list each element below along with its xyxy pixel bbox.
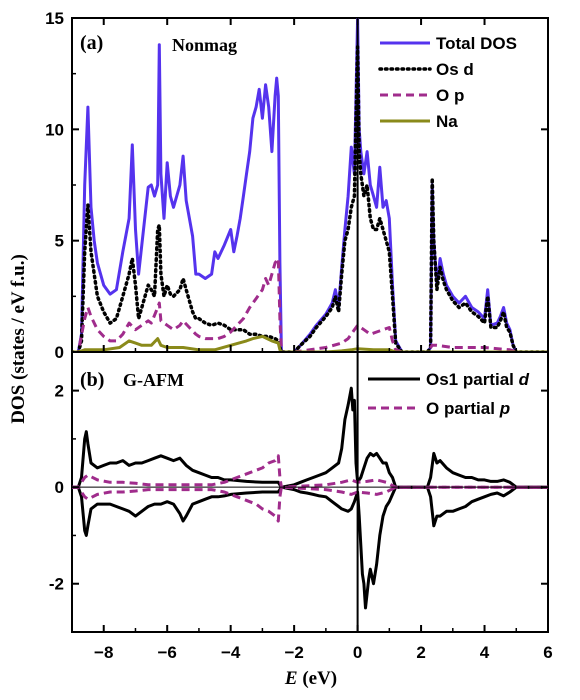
series-b-o-partial-p-up	[72, 454, 548, 489]
legend-label-os1-partial-d: Os1 partial d	[426, 370, 530, 389]
panel-a-annotation: Nonmag	[172, 35, 237, 55]
y-tick-label-b: 0	[55, 478, 64, 497]
series-a-o-p	[72, 257, 548, 352]
legend-label-o-partial-p: O partial p	[426, 399, 510, 418]
x-tick-label: 6	[543, 643, 552, 662]
y-tick-label-a: 0	[55, 343, 64, 362]
y-tick-label-a: 5	[55, 232, 64, 251]
y-tick-label-b: 2	[55, 382, 64, 401]
legend-label-total-dos: Total DOS	[436, 34, 517, 53]
panel-b-label: (b)	[80, 369, 104, 391]
y-tick-label-a: 10	[45, 120, 64, 139]
panel-b-legend: Os1 partial d O partial p	[368, 370, 530, 418]
x-axis-label: E (eV)	[284, 668, 337, 689]
x-tick-label: −8	[94, 643, 113, 662]
series-a-os-d	[72, 45, 548, 352]
y-axis-label: DOS (states / eV f.u.)	[8, 254, 29, 424]
legend-label-os-d: Os d	[436, 60, 474, 79]
legend-label-na: Na	[436, 112, 458, 131]
x-tick-label: 0	[353, 643, 362, 662]
panel-b-annotation: G-AFM	[123, 370, 184, 390]
x-tick-label: −6	[158, 643, 177, 662]
panel-a-label: (a)	[80, 32, 103, 54]
x-axis: −8 −6 −4 −2 0 2 4 6	[71, 18, 553, 662]
x-tick-label: −4	[221, 643, 241, 662]
panel-b-gafm: -2 0 2 (b) G-AFM Os1 partial d O partial p	[49, 351, 549, 633]
x-tick-label: −2	[284, 643, 303, 662]
panel-b-curves	[72, 352, 548, 632]
series-b-o-partial-p-down	[72, 485, 548, 523]
series-b-os1-partial-d-up	[72, 386, 548, 489]
y-tick-label-b: -2	[49, 575, 64, 594]
y-tick-label-a: 15	[45, 9, 64, 28]
x-tick-label: 2	[416, 643, 425, 662]
panel-b-y-axis: -2 0 2	[49, 382, 548, 633]
legend-label-o-p: O p	[436, 86, 464, 105]
panel-a-nonmag: 0 5 10 15 (a) Nonmag Total DOS Os d O p Na	[45, 9, 549, 362]
series-b-os1-partial-d-down	[72, 485, 548, 610]
x-tick-label: 4	[480, 643, 490, 662]
panel-b-frame	[71, 351, 549, 633]
panel-a-curves	[72, 18, 548, 352]
panel-a-legend: Total DOS Os d O p Na	[378, 34, 517, 131]
